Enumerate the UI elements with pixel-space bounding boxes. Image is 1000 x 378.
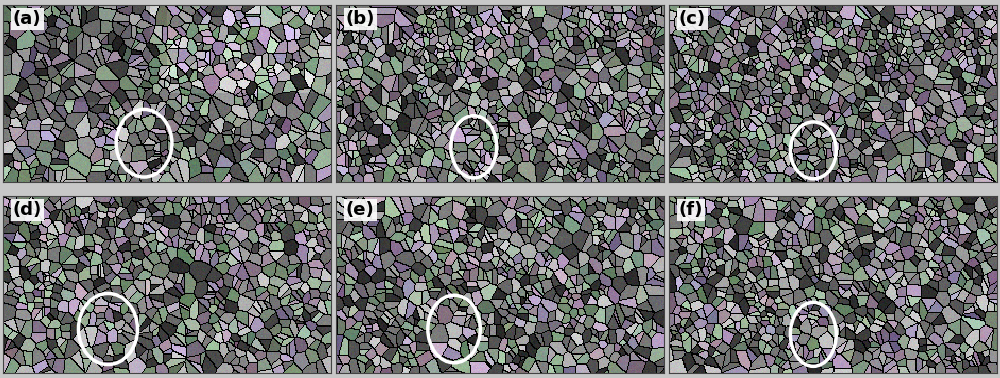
Text: (a): (a) — [13, 10, 41, 28]
Text: (b): (b) — [346, 10, 375, 28]
Text: (c): (c) — [679, 10, 706, 28]
Text: (e): (e) — [346, 201, 375, 219]
Text: (d): (d) — [13, 201, 42, 219]
Text: (f): (f) — [679, 201, 703, 219]
